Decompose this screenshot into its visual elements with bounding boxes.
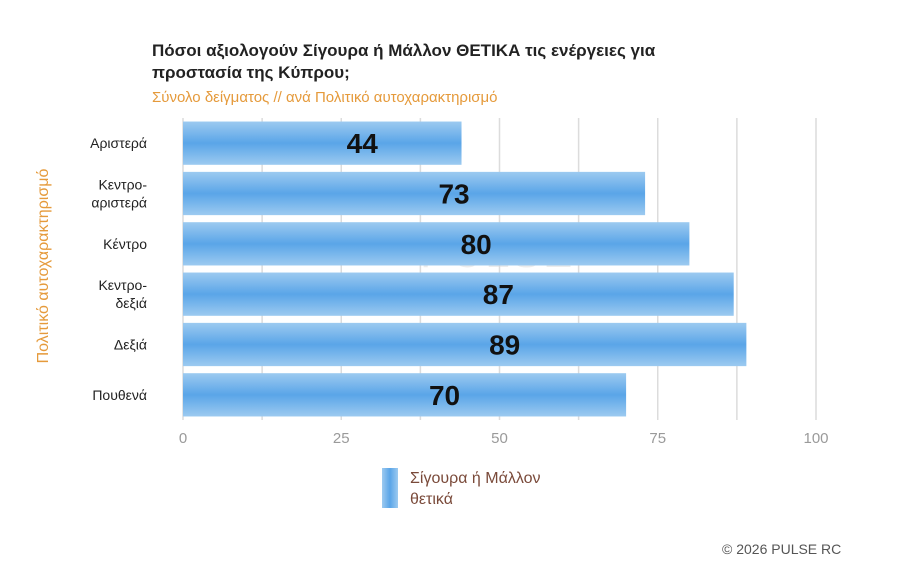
data-label: 87 xyxy=(483,279,514,310)
bar xyxy=(183,322,747,367)
chart-subtitle: Σύνολο δείγματος // ανά Πολιτικό αυτοχαρ… xyxy=(152,89,498,106)
legend: Σίγουρα ή Μάλλον θετικά xyxy=(382,468,580,510)
legend-label: Σίγουρα ή Μάλλον θετικά xyxy=(410,470,541,508)
category-label: Κέντρο xyxy=(103,236,147,252)
data-label: 44 xyxy=(347,128,379,159)
x-tick-label: 75 xyxy=(649,430,666,447)
bar xyxy=(183,373,627,417)
category-label-line: Κεντρο- xyxy=(98,277,147,293)
x-tick-label: 0 xyxy=(179,430,187,447)
x-tick-label: 50 xyxy=(491,430,508,447)
legend-swatch xyxy=(382,468,398,508)
bar xyxy=(183,222,690,266)
category-label-line: Κέντρο xyxy=(103,236,147,252)
bar xyxy=(183,272,734,316)
category-label-line: αριστερά xyxy=(91,195,147,211)
data-label: 70 xyxy=(429,380,460,411)
chart-title: Πόσοι αξιολογούν Σίγουρα ή Μάλλον ΘΕΤΙΚΑ… xyxy=(152,41,656,82)
grid-lines xyxy=(182,118,817,420)
category-label: Κεντρο-αριστερά xyxy=(91,177,147,211)
bar xyxy=(183,171,646,216)
bars: 44 73 80 87 89 70 xyxy=(183,121,747,417)
x-tick-labels: 0 25 50 75 100 xyxy=(179,430,829,447)
data-label: 89 xyxy=(489,330,520,361)
x-tick-label: 100 xyxy=(803,430,828,447)
category-label: Πουθενά xyxy=(92,387,147,403)
category-label: Αριστερά xyxy=(90,135,147,151)
copyright-text: © 2026 PULSE RC xyxy=(722,541,842,557)
data-label: 80 xyxy=(461,229,492,260)
category-label-line: Αριστερά xyxy=(90,135,147,151)
category-label: Δεξιά xyxy=(114,337,147,353)
category-label: Κεντρο-δεξιά xyxy=(98,277,147,311)
category-label-line: Δεξιά xyxy=(114,337,147,353)
category-label-line: Κεντρο- xyxy=(98,177,147,193)
category-label-line: Πουθενά xyxy=(92,387,147,403)
data-label: 73 xyxy=(438,179,469,210)
category-label-line: δεξιά xyxy=(115,295,147,311)
category-labels: Αριστερά Κεντρο-αριστερά Κέντρο Κεντρο-δεξι… xyxy=(90,135,147,403)
bar xyxy=(183,121,462,165)
x-tick-label: 25 xyxy=(333,430,350,447)
